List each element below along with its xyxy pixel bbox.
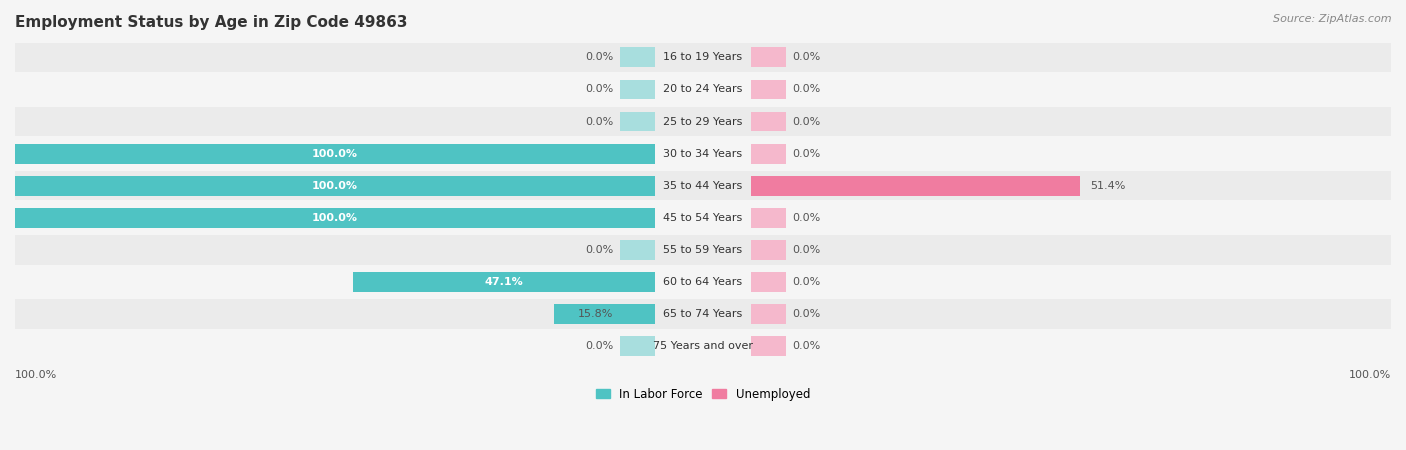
Text: 35 to 44 Years: 35 to 44 Years	[664, 181, 742, 191]
Text: 0.0%: 0.0%	[793, 213, 821, 223]
Text: 55 to 59 Years: 55 to 59 Years	[664, 245, 742, 255]
Text: 100.0%: 100.0%	[312, 181, 359, 191]
Legend: In Labor Force, Unemployed: In Labor Force, Unemployed	[591, 383, 815, 405]
Bar	[15, 267, 1391, 297]
Bar	[15, 235, 1391, 265]
Text: 0.0%: 0.0%	[793, 309, 821, 319]
Bar	[751, 272, 786, 292]
Text: 0.0%: 0.0%	[793, 85, 821, 94]
Text: 100.0%: 100.0%	[312, 148, 359, 158]
Bar	[620, 80, 655, 99]
Text: 0.0%: 0.0%	[793, 277, 821, 287]
Text: 30 to 34 Years: 30 to 34 Years	[664, 148, 742, 158]
Bar	[751, 144, 786, 163]
Bar	[353, 272, 655, 292]
Bar	[15, 43, 1391, 72]
Text: 47.1%: 47.1%	[485, 277, 523, 287]
Text: 0.0%: 0.0%	[585, 245, 613, 255]
Bar	[620, 336, 655, 356]
Bar	[15, 176, 655, 196]
Text: 0.0%: 0.0%	[793, 52, 821, 63]
Text: Source: ZipAtlas.com: Source: ZipAtlas.com	[1274, 14, 1392, 23]
Text: 0.0%: 0.0%	[585, 85, 613, 94]
Text: 16 to 19 Years: 16 to 19 Years	[664, 52, 742, 63]
Text: 20 to 24 Years: 20 to 24 Years	[664, 85, 742, 94]
Bar	[15, 331, 1391, 361]
Bar	[15, 75, 1391, 104]
Bar	[751, 208, 786, 228]
Bar	[751, 304, 786, 324]
Text: 100.0%: 100.0%	[312, 213, 359, 223]
Bar	[620, 112, 655, 131]
Bar	[15, 299, 1391, 329]
Text: 60 to 64 Years: 60 to 64 Years	[664, 277, 742, 287]
Bar	[15, 107, 1391, 136]
Text: 51.4%: 51.4%	[1091, 181, 1126, 191]
Bar	[751, 176, 1080, 196]
Text: 45 to 54 Years: 45 to 54 Years	[664, 213, 742, 223]
Text: 0.0%: 0.0%	[585, 117, 613, 126]
Text: Employment Status by Age in Zip Code 49863: Employment Status by Age in Zip Code 498…	[15, 15, 408, 30]
Text: 0.0%: 0.0%	[793, 341, 821, 351]
Text: 0.0%: 0.0%	[793, 245, 821, 255]
Text: 100.0%: 100.0%	[1348, 370, 1391, 380]
Bar	[751, 336, 786, 356]
Bar	[751, 112, 786, 131]
Text: 15.8%: 15.8%	[578, 309, 613, 319]
Bar	[15, 144, 655, 163]
Bar	[620, 47, 655, 68]
Text: 25 to 29 Years: 25 to 29 Years	[664, 117, 742, 126]
Text: 0.0%: 0.0%	[793, 148, 821, 158]
Text: 75 Years and over: 75 Years and over	[652, 341, 754, 351]
Bar	[554, 304, 655, 324]
Bar	[15, 171, 1391, 200]
Text: 0.0%: 0.0%	[793, 117, 821, 126]
Bar	[15, 203, 1391, 233]
Bar	[15, 139, 1391, 168]
Text: 100.0%: 100.0%	[15, 370, 58, 380]
Bar	[751, 80, 786, 99]
Text: 0.0%: 0.0%	[585, 52, 613, 63]
Text: 0.0%: 0.0%	[585, 341, 613, 351]
Text: 65 to 74 Years: 65 to 74 Years	[664, 309, 742, 319]
Bar	[751, 240, 786, 260]
Bar	[751, 47, 786, 68]
Bar	[620, 240, 655, 260]
Bar	[15, 208, 655, 228]
